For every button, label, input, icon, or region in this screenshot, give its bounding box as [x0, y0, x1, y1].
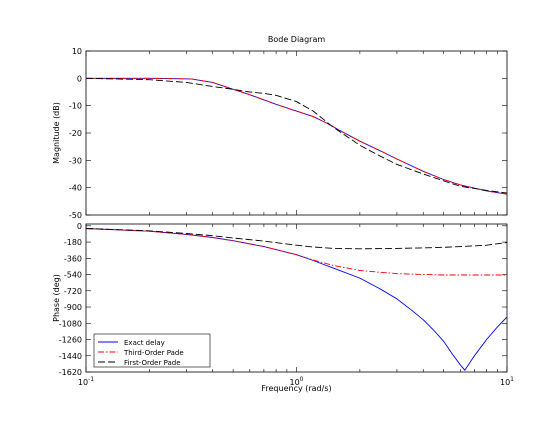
y-tick-label: -1260	[59, 336, 82, 345]
y-tick-label: -30	[69, 156, 82, 165]
y-tick-label: -360	[64, 254, 82, 263]
y-tick-label: -1080	[59, 319, 82, 328]
legend: Exact delay Third-Order Pade First-Order P…	[93, 333, 211, 368]
y-tick-label: -10	[69, 102, 82, 111]
y-tick-label: -1620	[59, 368, 82, 377]
y-tick-label: -50	[69, 211, 82, 220]
legend-entry: Third-Order Pade	[123, 349, 184, 357]
series-line	[86, 77, 508, 195]
x-tick-label: 101	[500, 376, 514, 387]
axes-box	[85, 50, 508, 216]
y-tick-label: -180	[64, 238, 82, 247]
x-tick-label: 100	[289, 376, 303, 387]
y-axis-label: Phase (deg)	[52, 274, 61, 322]
series-line	[86, 77, 508, 195]
series-line-first-order-pade	[85, 228, 508, 250]
chart-title: Bode Diagram	[268, 35, 325, 44]
legend-entry: First-Order Pade	[124, 359, 181, 367]
y-tick-label: 0	[77, 74, 82, 83]
y-tick-label: -900	[64, 303, 82, 312]
y-tick-label: -720	[64, 287, 82, 296]
y-tick-label: -40	[69, 184, 82, 193]
phase-panel: 0 -180 -360 -540 -720 -900 -1080 -1260 -1440 -162…	[52, 222, 514, 393]
y-tick-label: -1440	[59, 352, 82, 361]
y-tick-label: 10	[72, 47, 82, 56]
x-axis-label: Frequency (rad/s)	[261, 384, 331, 393]
y-tick-label: 0	[77, 222, 82, 231]
y-tick-label: -540	[64, 271, 82, 280]
magnitude-panel: 10 0 -10 -20 -30 -40 -50 Bode Diagram Magnitude …	[52, 35, 508, 220]
y-axis-label: Magnitude (dB)	[52, 102, 61, 164]
legend-box	[93, 333, 211, 368]
x-tick-label: 10-1	[78, 376, 94, 387]
series-line	[85, 77, 508, 194]
legend-entry: Exact delay	[124, 339, 165, 347]
y-tick-label: -20	[69, 129, 82, 138]
series-line-third-order-pade	[85, 228, 507, 276]
